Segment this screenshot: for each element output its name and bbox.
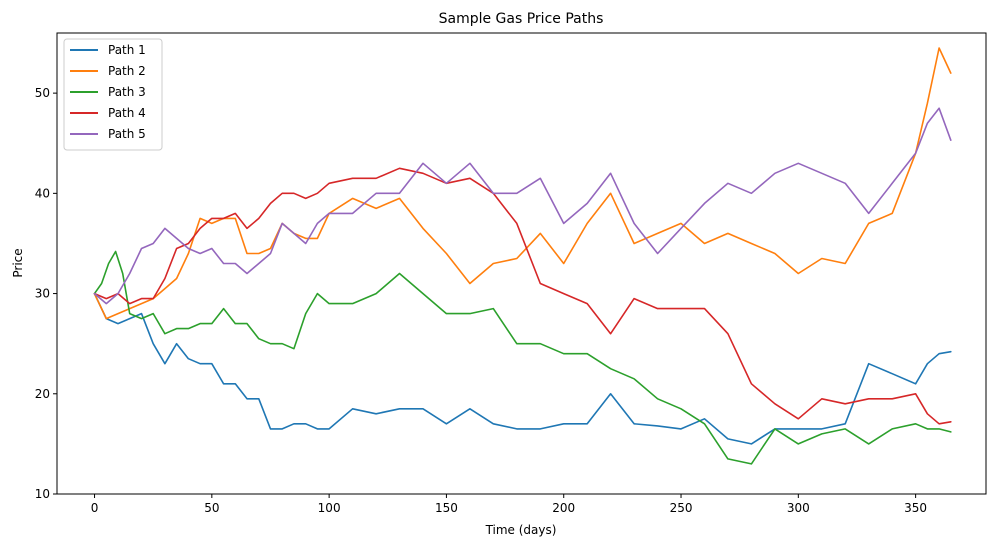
legend-frame [63,38,163,151]
series-line-path-4 [93,167,952,425]
plot-frame-bg [57,33,986,494]
legend-label: Path 1 [108,43,146,57]
x-tick-label: 250 [670,501,693,515]
y-tick-label: 20 [35,387,50,401]
x-tick-label: 100 [318,501,341,515]
series-line-path-1 [93,292,952,445]
x-tick-label: 300 [787,501,810,515]
x-tick-label: 50 [204,501,219,515]
x-tick-label: 150 [435,501,458,515]
series-line-path-5 [93,107,952,305]
legend-label: Path 4 [108,106,146,120]
x-tick-label: 0 [91,501,99,515]
plot-frame [56,32,987,495]
legend-label: Path 2 [108,64,146,78]
y-tick-label: 50 [35,86,50,100]
y-tick-label: 40 [35,186,50,200]
chart-title: Sample Gas Price Paths [439,11,604,27]
series-line-path-3 [93,250,952,465]
x-axis: 0 50 100 150 200 250 300 350 [91,494,927,515]
x-axis-label: Time (days) [485,523,557,537]
y-axis-label: Price [11,248,25,277]
legend: Path 1 Path 2 Path 3 Path 4 Path 5 [63,38,163,151]
x-tick-label: 350 [904,501,927,515]
y-tick-label: 10 [35,487,50,501]
legend-label: Path 3 [108,85,146,99]
y-tick-label: 30 [35,287,50,301]
plot-area [56,32,987,495]
legend-label: Path 5 [108,127,146,141]
series-line-path-2 [93,47,952,320]
y-axis: 10 20 30 40 50 [35,86,57,501]
x-tick-label: 200 [552,501,575,515]
series-lines [93,47,952,465]
